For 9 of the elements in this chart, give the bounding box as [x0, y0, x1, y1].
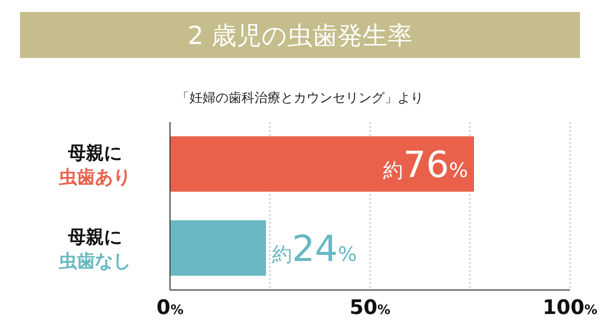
y-tick-label: 母親に虫歯あり — [58, 143, 131, 188]
data-label: 約76% — [383, 145, 468, 186]
x-tick-label: 100% — [542, 295, 598, 319]
chart-subtitle: 「妊婦の歯科治療とカウンセリング」より — [176, 91, 424, 106]
x-tick-label: 0% — [156, 295, 184, 319]
chart-title: 2 歳児の虫歯発生率 — [188, 21, 412, 50]
data-label: 約24% — [272, 229, 357, 270]
y-tick-label: 母親に虫歯なし — [58, 227, 131, 272]
x-tick-label: 50% — [350, 295, 390, 319]
